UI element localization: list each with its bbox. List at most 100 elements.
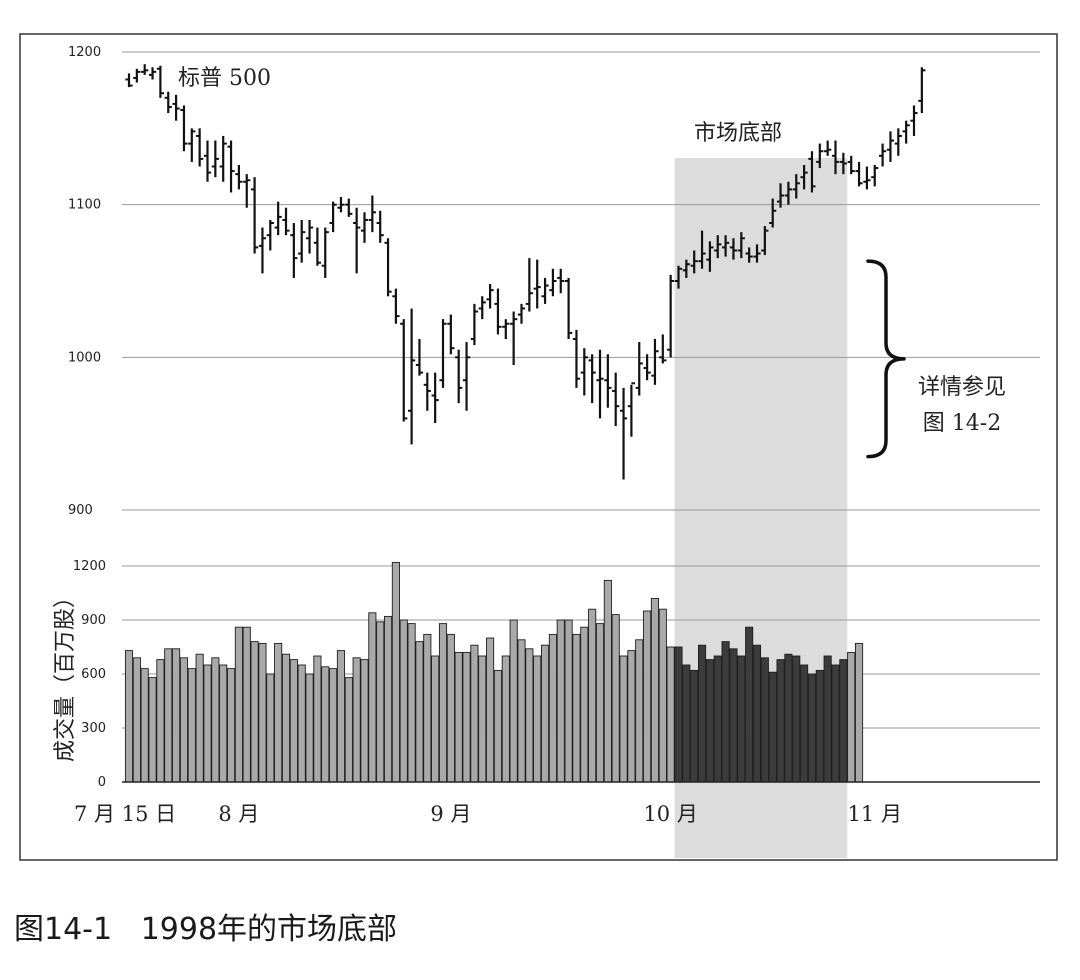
detail-bracket	[866, 259, 906, 459]
volume-bar	[281, 653, 291, 783]
x-tick-label: 11 月	[848, 802, 902, 826]
price-y-tick-label: 900	[68, 503, 93, 518]
ohlc-bar	[408, 308, 416, 445]
ohlc-bar	[706, 241, 714, 272]
volume-bar	[344, 677, 353, 783]
ohlc-bar	[572, 329, 581, 388]
volume-bar	[368, 612, 377, 783]
ohlc-bar	[871, 164, 879, 187]
ohlc-bar	[282, 207, 290, 236]
ohlc-bar	[761, 226, 769, 256]
ohlc-bar	[565, 277, 573, 340]
volume-bar	[635, 639, 644, 783]
volume-bar	[745, 626, 754, 783]
volume-bars	[124, 561, 864, 783]
ohlc-bar	[125, 73, 133, 88]
volume-bar	[321, 666, 330, 783]
figure-caption: 图14-1 1998年的市场底部	[14, 912, 398, 947]
ohlc-bar	[494, 288, 502, 335]
ohlc-bar	[533, 259, 541, 309]
ohlc-bar	[659, 334, 667, 364]
price-series-title: 标普 500	[178, 66, 271, 91]
ohlc-bar	[313, 227, 321, 266]
ohlc-bar	[784, 181, 792, 205]
ohlc-bar	[384, 238, 392, 297]
volume-bar	[572, 633, 581, 783]
ohlc-bar	[643, 354, 651, 381]
ohlc-bar	[729, 238, 738, 260]
ohlc-bar	[266, 219, 274, 251]
ohlc-bar	[431, 372, 439, 423]
volume-bar	[792, 655, 801, 783]
ohlc-bar	[510, 311, 518, 365]
volume-bar	[226, 668, 236, 783]
volume-bar	[509, 619, 518, 783]
volume-bar	[682, 664, 691, 783]
ohlc-bar	[517, 303, 526, 324]
volume-bar	[313, 655, 322, 783]
volume-bar	[815, 669, 824, 783]
market-bottom-label: 市场底部	[694, 121, 782, 146]
volume-bar	[164, 648, 173, 783]
volume-y-tick-label: 0	[98, 775, 106, 790]
volume-bar	[203, 664, 212, 783]
ohlc-bar	[148, 67, 157, 80]
volume-bar	[713, 655, 722, 783]
volume-bar	[132, 657, 141, 783]
volume-bar	[179, 657, 189, 783]
volume-bar	[580, 626, 589, 783]
ohlc-bar	[400, 319, 408, 422]
volume-y-tick-label: 600	[81, 667, 106, 682]
ohlc-bar	[462, 342, 471, 411]
ohlc-bar	[478, 296, 486, 320]
ohlc-bar	[918, 67, 926, 114]
volume-bar	[187, 668, 196, 783]
volume-bar	[501, 655, 510, 783]
volume-bar	[776, 659, 785, 783]
volume-bar	[297, 664, 306, 783]
volume-bar	[140, 668, 149, 783]
ohlc-bar	[839, 152, 847, 175]
ohlc-bar	[549, 268, 557, 297]
volume-bar	[752, 644, 762, 783]
volume-bar	[124, 650, 134, 783]
volume-bar	[305, 673, 314, 783]
volume-bar	[336, 650, 346, 783]
volume-bar	[384, 615, 393, 783]
volume-bar	[423, 633, 432, 783]
ohlc-bar	[824, 140, 832, 156]
price-ohlc-bars	[125, 64, 926, 480]
ohlc-bar	[211, 140, 219, 178]
ohlc-bar	[698, 230, 706, 269]
ohlc-bar	[164, 91, 172, 114]
ohlc-bar	[541, 277, 549, 304]
volume-bar	[391, 561, 400, 783]
ohlc-bar	[502, 319, 510, 340]
x-tick-label: 9 月	[430, 802, 471, 826]
volume-bar	[438, 623, 448, 783]
volume-bar	[399, 619, 408, 783]
ohlc-bar	[141, 64, 149, 75]
volume-y-tick-label: 900	[81, 613, 106, 628]
volume-bar	[234, 626, 243, 783]
ohlc-bar	[627, 382, 635, 437]
price-gridlines	[122, 51, 1040, 511]
ohlc-bar	[415, 339, 424, 376]
ohlc-bar	[557, 268, 565, 294]
ohlc-bar	[588, 354, 596, 404]
ohlc-bar	[855, 161, 863, 187]
ohlc-bar	[769, 198, 777, 228]
ohlc-bar	[455, 349, 463, 404]
x-tick-label: 7 月 15 日	[74, 802, 176, 826]
ohlc-bar	[714, 235, 722, 259]
ohlc-bar	[305, 219, 314, 254]
volume-y-ticks: 1200 900 600 300 0	[73, 559, 106, 790]
volume-bar	[156, 659, 165, 783]
volume-bar	[525, 648, 534, 783]
ohlc-bar	[847, 155, 855, 175]
ohlc-bar	[682, 259, 690, 278]
bracket-label-line2: 图 14-2	[923, 411, 1001, 436]
volume-bar	[737, 655, 746, 783]
volume-bar	[478, 655, 487, 783]
ohlc-bar	[368, 195, 376, 233]
